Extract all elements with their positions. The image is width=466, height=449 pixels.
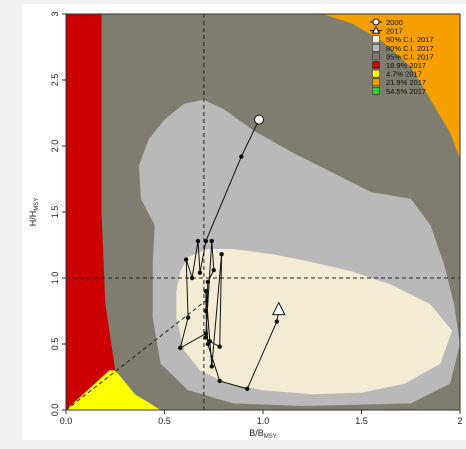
legend-item-50-c-i-2017-label: 50% C.I. 2017 [386, 35, 434, 44]
legend-item-21-9-2017-swatch [372, 78, 380, 86]
legend-item-2000-label: 2000 [386, 18, 403, 27]
trajectory-point-21 [217, 378, 222, 384]
trajectory-point-22 [245, 386, 250, 392]
legend-item-80-c-i-2017-label: 80% C.I. 2017 [386, 44, 434, 53]
x-tick-label-4: 2 [457, 416, 462, 426]
trajectory-point-1 [239, 154, 244, 159]
legend-item-2000-marker [372, 18, 380, 26]
trajectory-point-6 [183, 257, 189, 262]
legend-item-54-5-2017: 54.5% 2017 [372, 87, 426, 96]
legend-item-18-9-2017: 18.9% 2017 [372, 61, 426, 70]
legend-item-2017-marker [371, 26, 381, 34]
legend-item-80-c-i-2017: 80% C.I. 2017 [372, 43, 434, 53]
trajectory-point-23 [274, 319, 279, 324]
y-tick-label-0: 0.0 [50, 404, 60, 417]
y-tick-label-3: 1.5 [50, 206, 60, 219]
region-21-9-2017 [322, 14, 460, 160]
trajectory-point-13 [203, 335, 209, 340]
y-tick-label-2: 1.0 [50, 272, 60, 285]
legend-item-2000: 2000 [370, 18, 403, 27]
trajectory-point-11 [211, 267, 216, 273]
trajectory-point-16 [219, 252, 224, 257]
x-tick-label-0: 0.0 [60, 416, 73, 426]
legend-item-80-c-i-2017-swatch [372, 43, 380, 52]
legend-item-21-9-2017-label: 21.9% 2017 [386, 78, 426, 87]
trajectory-point-5 [189, 275, 195, 281]
y-tick-label-6: 3 [50, 11, 60, 16]
reference-lines [66, 14, 460, 410]
y-tick-label-1: 0.5 [50, 338, 60, 351]
legend-item-4-7-2017-label: 4.7% 2017 [386, 70, 422, 79]
x-tick-label-2: 1.0 [257, 416, 270, 426]
trajectory-point-9 [203, 331, 209, 336]
end-point-2017 [271, 301, 286, 316]
legend-item-2017: 2017 [370, 26, 403, 36]
trajectory-point-19 [203, 308, 209, 314]
x-axis-label-subscript: MSY [264, 434, 277, 440]
trajectory-point-10 [209, 238, 214, 244]
trajectory-point-7 [185, 315, 191, 320]
y-tick-label-5: 2.5 [50, 74, 60, 87]
x-tick-label-1: 0.5 [158, 416, 171, 426]
legend-item-4-7-2017-swatch [372, 69, 380, 78]
trajectory-point-12 [205, 279, 211, 285]
legend-item-21-9-2017: 21.9% 2017 [372, 78, 426, 87]
legend-item-54-5-2017-swatch [372, 87, 380, 95]
legend-item-18-9-2017-label: 18.9% 2017 [386, 61, 426, 70]
region-50-c-i-2017 [176, 249, 453, 395]
legend-item-54-5-2017-label: 54.5% 2017 [386, 87, 426, 96]
y-tick-label-4: 2.0 [50, 140, 60, 153]
trajectory-point-15 [217, 344, 222, 349]
legend-item-4-7-2017: 4.7% 2017 [372, 69, 422, 79]
trajectory-point-20 [205, 341, 211, 347]
trajectory-series [178, 114, 286, 392]
legend-item-50-c-i-2017-swatch [372, 35, 380, 44]
region-4-7-2017 [66, 370, 161, 410]
legend-item-50-c-i-2017: 50% C.I. 2017 [372, 35, 434, 44]
trajectory-point-4 [195, 238, 201, 244]
trajectory-point-2 [203, 238, 209, 244]
legend-item-2017-label: 2017 [386, 27, 403, 36]
legend-item-95-c-i-2017-swatch [372, 52, 380, 61]
legend-item-18-9-2017-swatch [372, 61, 380, 69]
dashed-origin-segment [66, 298, 209, 410]
legend-item-95-c-i-2017-label: 95% C.I. 2017 [386, 52, 434, 61]
axes: 0.0 0.5 1.0 1.5 2 0.0 0.5 1.0 1.5 2.0 2.5 3 [50, 11, 463, 426]
trajectory-point-17 [209, 364, 214, 369]
probability-regions [66, 14, 460, 410]
start-point-2000 [254, 114, 265, 125]
trajectory-point-18 [203, 289, 209, 294]
trajectory-point-3 [197, 270, 203, 275]
legend-item-95-c-i-2017: 95% C.I. 2017 [372, 52, 434, 61]
y-axis-label-subscript: MSY [34, 198, 40, 211]
region-18-9-2017 [66, 14, 116, 410]
x-tick-label-3: 1.5 [355, 416, 368, 426]
trajectory-point-8 [178, 345, 183, 351]
